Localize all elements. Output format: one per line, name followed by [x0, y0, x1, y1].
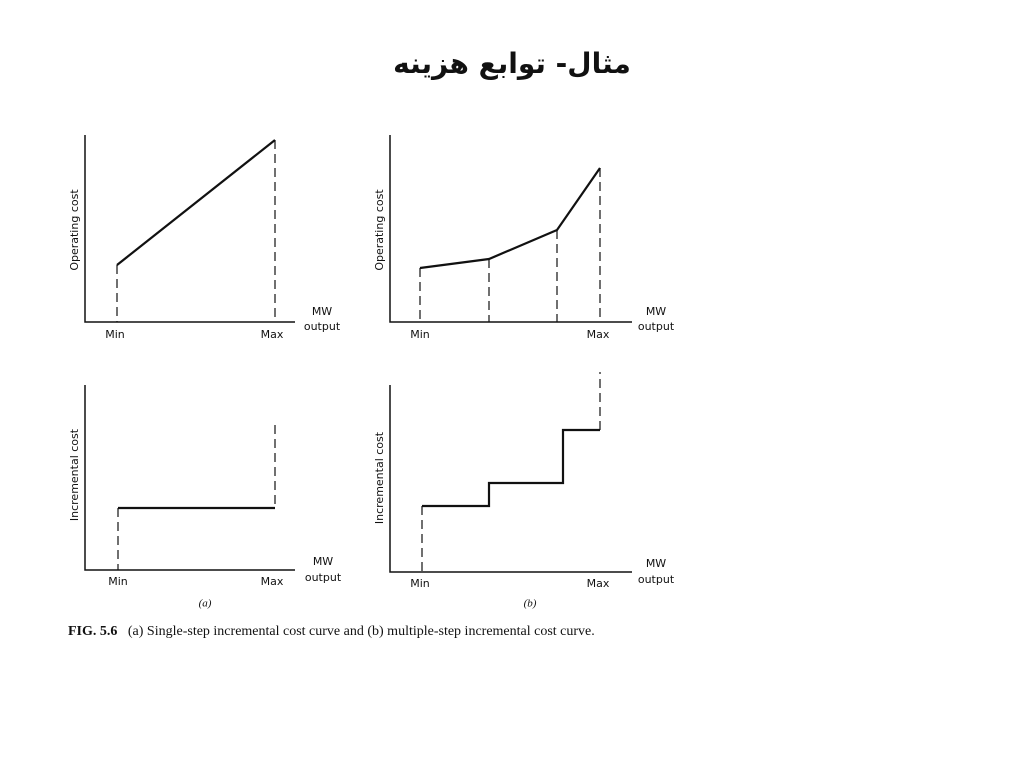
panel: Operating cost Min Max MW output — [373, 135, 675, 341]
axis-label: MW — [312, 305, 332, 318]
panel: Operating cost Min Max MW output — [68, 135, 341, 341]
x-label: Max — [587, 577, 610, 590]
axis-label: MW — [646, 305, 666, 318]
axis-label: output — [638, 320, 675, 333]
y-label: Incremental cost — [68, 428, 81, 521]
subcaption: (b) — [524, 598, 537, 610]
caption-text: (a) Single-step incremental cost curve a… — [127, 624, 595, 639]
caption: FIG. 5.6 (a) Single-step incremental cos… — [68, 622, 688, 642]
caption-label: FIG. 5.6 — [68, 624, 118, 639]
slide-title: مثال- توابع هزینه — [393, 47, 631, 80]
y-label: Operating cost — [68, 189, 81, 271]
x-label: Max — [261, 328, 284, 341]
axis-label: MW — [646, 557, 666, 570]
axis-label: MW — [313, 555, 333, 568]
x-label: Min — [410, 328, 430, 341]
panel: Incremental cost Min Max MW output — [373, 372, 675, 590]
subcaption: (a) — [199, 598, 212, 610]
x-label: Max — [261, 575, 284, 588]
axis-label: output — [305, 571, 342, 584]
axis-label: output — [304, 320, 341, 333]
x-label: Max — [587, 328, 610, 341]
axis-label: output — [638, 573, 675, 586]
panel: Incremental cost Min Max MW output — [68, 385, 342, 588]
x-label: Min — [410, 577, 430, 590]
y-label: Operating cost — [373, 189, 386, 271]
y-label: Incremental cost — [373, 431, 386, 524]
x-label: Min — [105, 328, 125, 341]
x-label: Min — [108, 575, 128, 588]
